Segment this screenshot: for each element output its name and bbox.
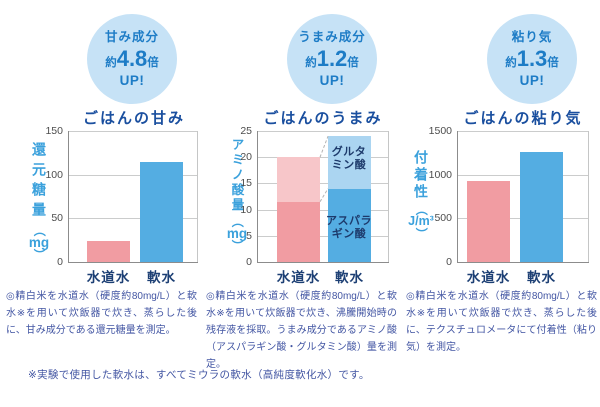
dashed-connector-line (319, 188, 329, 203)
y-tick-label: 0 (246, 256, 252, 268)
panel-umami: うまみ成分 約 1.2 倍 UP! ごはんのうまみ アミノ酸量 （ mg ） 0 5 1… (200, 0, 400, 407)
bar-chart-stickiness: 0 500 1000 1500 水道水 軟水 (400, 0, 600, 407)
x-category-label: 水道水 (466, 270, 511, 285)
segment-label-line: グルタ (331, 146, 367, 158)
badge-factor-value: 1.2 (316, 45, 348, 71)
method-note: ◎精白米を水道水（硬度約80mg/L）と軟水※を用いて炊飯器で炊き、蒸らした後に… (406, 291, 597, 353)
y-axis-line (457, 131, 458, 262)
bar-軟水 (520, 151, 563, 262)
y-tick-label: 150 (45, 125, 63, 137)
y-tick-label: 50 (51, 212, 63, 225)
y-axis-unit: （ mg ） (226, 215, 248, 251)
badge-approx-prefix: 約 (305, 56, 317, 69)
increase-badge: うまみ成分 約 1.2 倍 UP! (287, 14, 377, 104)
gridline (257, 235, 388, 237)
segment-label-glutamic-acid: グルタ ミン酸 (321, 146, 377, 172)
x-category-label: 軟水 (147, 270, 176, 285)
chart-title: ごはんのうまみ (263, 110, 383, 127)
y-tick-label: 20 (240, 151, 252, 164)
x-axis-line (257, 262, 389, 263)
plot-right-border (388, 131, 389, 262)
x-category-label: 水道水 (86, 270, 131, 285)
badge-factor: 約 4.8 倍 (105, 46, 159, 72)
footer-note: ※実験で使用した軟水は、すべてミウラの軟水（高純度軟化水）です。 (28, 369, 370, 381)
plot-right-border (588, 131, 589, 262)
gridline (457, 131, 588, 132)
method-note: ◎精白米を水道水（硬度約80mg/L）と軟水※を用いて炊飯器で炊き、沸騰開始時の… (206, 291, 397, 370)
segment-label-line: ギン酸 (331, 228, 367, 240)
y-axis-line (257, 131, 258, 262)
badge-component-label: 粘り気 (511, 29, 553, 44)
gridline (68, 131, 197, 132)
badge-component-label: 甘み成分 (104, 29, 159, 44)
badge-factor-unit: 倍 (147, 56, 159, 69)
badge-approx-prefix: 約 (505, 56, 517, 69)
x-axis-line (68, 262, 198, 263)
unit-text: mg (226, 226, 248, 241)
y-axis-label: 還元糖量 （ mg ） (20, 142, 58, 261)
y-tick-label: 0 (57, 256, 63, 268)
y-axis-label-text: アミノ酸量 (229, 138, 244, 213)
bar-水道水 (87, 241, 130, 262)
badge-up-label: UP! (319, 72, 345, 88)
y-tick-label: 0 (446, 256, 452, 268)
x-category-label: 軟水 (527, 270, 556, 285)
bar-segment-水道水-アスパラギン酸 (277, 201, 320, 262)
method-note: ◎精白米を水道水（硬度約80mg/L）と軟水※を用いて炊飯器で炊き、蒸らした後に… (6, 291, 197, 336)
segment-label-line: アスパラ (326, 215, 372, 227)
bar-chart-umami: 0 5 10 15 20 25 水道水 軟水 (200, 0, 400, 407)
badge-factor-value: 1.3 (516, 45, 548, 71)
badge-up-label: UP! (119, 72, 145, 88)
badge-factor-unit: 倍 (347, 56, 359, 69)
bar-水道水 (467, 180, 510, 262)
y-axis-line (68, 131, 69, 262)
y-tick-label: 100 (45, 168, 63, 181)
y-axis-unit: （ mg ） (28, 224, 50, 260)
y-tick-label: 1000 (428, 168, 452, 181)
y-tick-label: 1500 (428, 125, 452, 137)
x-category-label: 軟水 (335, 270, 364, 285)
y-axis-label-text: 還元糖量 (31, 142, 47, 222)
badge-factor-value: 4.8 (116, 45, 148, 71)
y-axis-label: アミノ酸量 （ mg ） (218, 138, 256, 252)
gridline (257, 131, 388, 132)
bar-segment-軟水-アスパラギン酸 (328, 188, 371, 262)
plot-right-border (197, 131, 198, 262)
y-axis-label: 付着性 （ J/m³ ） (400, 150, 442, 240)
gridline (257, 157, 388, 159)
y-tick-label: 5 (246, 229, 252, 242)
increase-badge: 粘り気 約 1.3 倍 UP! (487, 14, 577, 104)
gridline (68, 218, 197, 220)
panel-stickiness: 粘り気 約 1.3 倍 UP! ごはんの粘り気 付着性 （ J/m³ ） 0 500 1… (400, 0, 600, 407)
increase-badge: 甘み成分 約 4.8 倍 UP! (87, 14, 177, 104)
segment-label-line: ミン酸 (331, 159, 367, 171)
y-tick-label: 25 (240, 125, 252, 137)
panel-sweetness: 甘み成分 約 4.8 倍 UP! ごはんの甘み 還元糖量 （ mg ） 0 50 100… (0, 0, 200, 407)
y-tick-label: 10 (240, 203, 252, 216)
badge-factor: 約 1.3 倍 (505, 46, 559, 72)
y-axis-unit: （ J/m³ ） (408, 203, 434, 239)
badge-factor-unit: 倍 (547, 56, 559, 69)
bar-segment-水道水-グルタミン酸 (277, 157, 320, 202)
badge-factor: 約 1.2 倍 (305, 46, 359, 72)
chart-title: ごはんの粘り気 (463, 110, 583, 127)
bar-segment-軟水-グルタミン酸 (328, 136, 371, 189)
badge-up-label: UP! (519, 72, 545, 88)
bar-chart-sweetness: 0 50 100 150 水道水 軟水 (0, 0, 200, 407)
unit-text: J/m³ (408, 214, 434, 228)
y-tick-label: 500 (434, 212, 452, 225)
y-tick-label: 15 (240, 177, 252, 190)
unit-text: mg (28, 235, 50, 250)
gridline (68, 174, 197, 176)
x-axis-line (457, 262, 589, 263)
y-axis-label-text: 付着性 (413, 150, 429, 201)
segment-label-aspartic-acid: アスパラ ギン酸 (321, 215, 377, 241)
chart-title: ごはんの甘み (82, 110, 185, 127)
bar-軟水 (140, 161, 183, 262)
gridline (257, 209, 388, 211)
gridline (257, 183, 388, 185)
badge-approx-prefix: 約 (105, 56, 117, 69)
x-category-label: 水道水 (276, 270, 321, 285)
badge-component-label: うまみ成分 (298, 29, 366, 44)
